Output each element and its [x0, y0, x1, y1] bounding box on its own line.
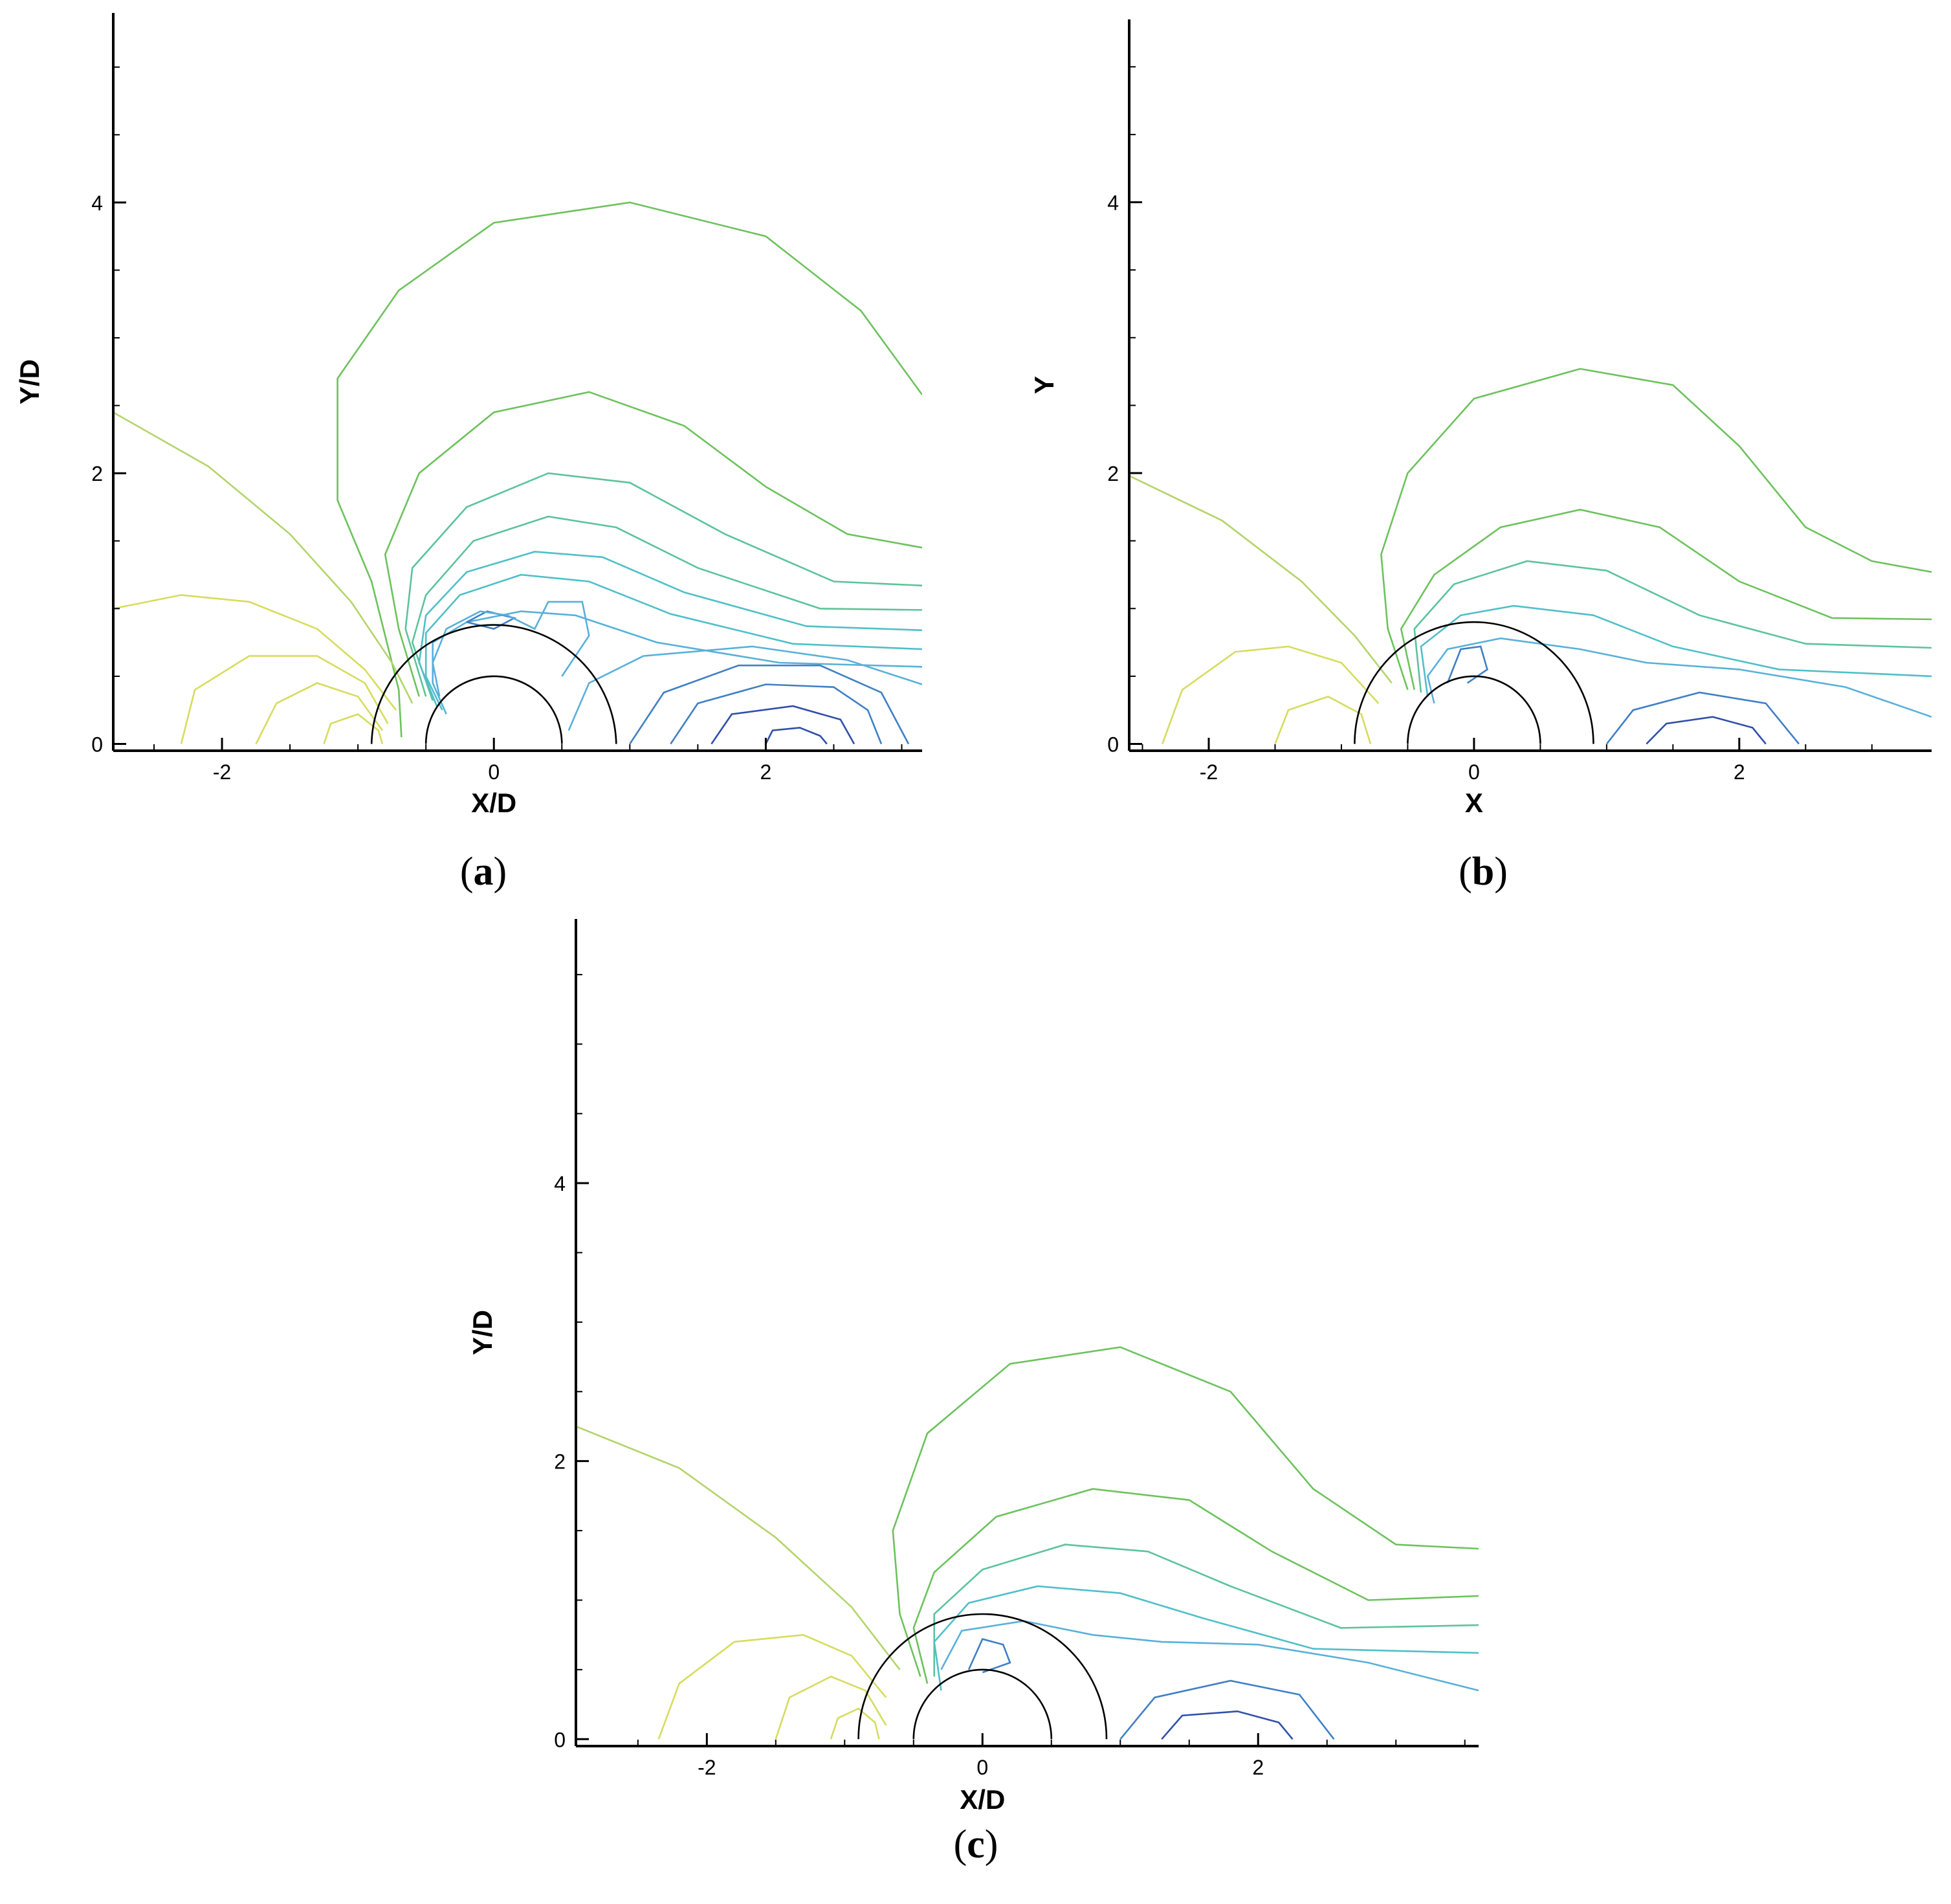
contour-line [255, 681, 384, 745]
plot-area [113, 201, 922, 745]
contour-line [1380, 368, 1932, 691]
panel-b: -2 0 2 0 2 4 X Y [1029, 19, 1932, 818]
contour-line [1129, 475, 1393, 684]
y-tick-label: 2 [1107, 462, 1119, 485]
x-tick-label: -2 [213, 760, 231, 784]
contour-line [1446, 645, 1488, 684]
contour-line [384, 391, 922, 697]
body-outline-arc [857, 1613, 1108, 1740]
body-outline-arc [424, 675, 563, 744]
y-axis-title: Y [1029, 376, 1059, 394]
contour-line [940, 1620, 1479, 1692]
contour-line [1413, 560, 1932, 693]
contour-line [1400, 509, 1932, 691]
contour-line [576, 1425, 901, 1670]
x-tick-label: 0 [976, 1756, 988, 1779]
contour-line [765, 727, 828, 745]
x-tick-label: 2 [760, 760, 772, 784]
contour-line [1605, 691, 1800, 745]
contour-line [404, 472, 922, 697]
y-tick-label: 0 [91, 733, 103, 757]
contour-line [892, 1346, 1479, 1677]
y-tick-label: 4 [554, 1172, 566, 1195]
x-tick-label: 2 [1734, 760, 1745, 784]
panel-c: -2 0 2 0 2 4 X/D Y/D [467, 919, 1479, 1815]
caption-b: (b) [1459, 850, 1508, 894]
contour-line [775, 1676, 887, 1740]
contour-line [933, 1585, 1479, 1691]
contour-line [1646, 716, 1767, 745]
contour-line [1119, 1679, 1335, 1740]
x-axis-title: X [1465, 788, 1483, 818]
y-tick-label: 4 [1107, 192, 1119, 215]
caption-a: (a) [460, 850, 507, 894]
contour-line [418, 551, 922, 707]
caption-c: (c) [954, 1822, 998, 1866]
y-tick-label: 2 [554, 1450, 566, 1474]
contour-line [1420, 604, 1932, 697]
x-tick-label: -2 [698, 1756, 716, 1779]
contour-line [967, 1638, 1011, 1674]
y-tick-label: 0 [554, 1728, 566, 1751]
x-tick-label: 0 [1468, 760, 1480, 784]
contour-line [424, 573, 922, 711]
contour-line [1274, 695, 1372, 744]
contour-line [670, 683, 883, 745]
contour-line [1161, 645, 1380, 744]
contour-line [1161, 1710, 1294, 1740]
contour-line [657, 1633, 887, 1740]
y-axis-title: Y/D [14, 359, 45, 404]
plot-area [1129, 368, 1932, 745]
contour-line [711, 705, 855, 745]
contour-line [830, 1707, 880, 1740]
plot-area [576, 1346, 1479, 1740]
y-tick-label: 2 [91, 462, 103, 485]
y-tick-label: 4 [91, 192, 103, 215]
body-outline-arc [912, 1668, 1053, 1740]
contour-line [629, 664, 910, 745]
x-tick-label: -2 [1200, 760, 1218, 784]
y-axis-title: Y/D [467, 1310, 498, 1355]
contour-line [568, 645, 922, 731]
panel-a: -2 0 2 0 2 4 X/D Y/D [14, 13, 922, 818]
y-tick-label: 0 [1107, 733, 1119, 757]
contour-line [336, 201, 922, 738]
x-tick-label: 0 [488, 760, 500, 784]
body-outline-arc [370, 624, 617, 744]
x-tick-label: 2 [1252, 1756, 1264, 1779]
contour-line [933, 1544, 1479, 1677]
body-outline-arc [1354, 621, 1594, 744]
contour-line [113, 411, 413, 704]
contour-line [432, 610, 922, 715]
contour-line [1426, 637, 1932, 718]
contour-line [113, 594, 397, 711]
contour-line [432, 601, 590, 697]
contour-line [180, 655, 389, 744]
body-outline-arc [1407, 675, 1541, 744]
contour-line [411, 515, 922, 702]
contour-line [323, 713, 384, 744]
x-axis-title: X/D [960, 1784, 1005, 1815]
x-axis-title: X/D [471, 788, 516, 818]
contour-line [912, 1488, 1479, 1684]
